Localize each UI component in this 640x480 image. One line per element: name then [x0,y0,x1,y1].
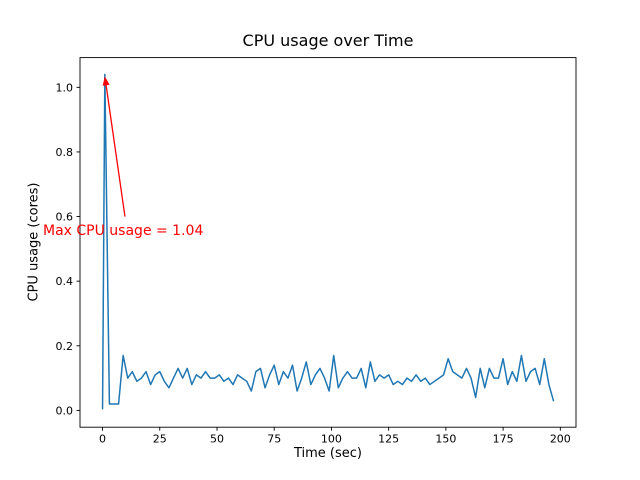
annotation-text: Max CPU usage = 1.04 [43,222,204,239]
y-axis-label: CPU usage (cores) [26,182,42,302]
annotation-arrow [105,83,126,217]
annotation-arrowhead [102,76,110,86]
y-tick-label: 0.0 [56,404,74,417]
x-tick-label: 100 [321,433,342,446]
cpu-usage-line [101,73,555,410]
x-tick-label: 150 [435,433,456,446]
x-tick-label: 125 [378,433,399,446]
y-tick-label: 0.2 [56,340,74,353]
x-tick-label: 0 [99,433,106,446]
x-tick-label: 75 [267,433,281,446]
y-tick-label: 1.0 [56,81,74,94]
chart-title: CPU usage over Time [242,31,414,50]
x-tick-label: 25 [153,433,167,446]
x-axis-label: Time (sec) [293,446,362,461]
y-tick-label: 0.4 [56,275,74,288]
x-tick-label: 50 [210,433,224,446]
x-tick-label: 175 [493,433,514,446]
y-tick-label: 0.8 [56,146,74,159]
plot-frame [79,57,577,428]
y-tick-label: 0.6 [56,211,74,224]
x-tick-label: 200 [550,433,571,446]
